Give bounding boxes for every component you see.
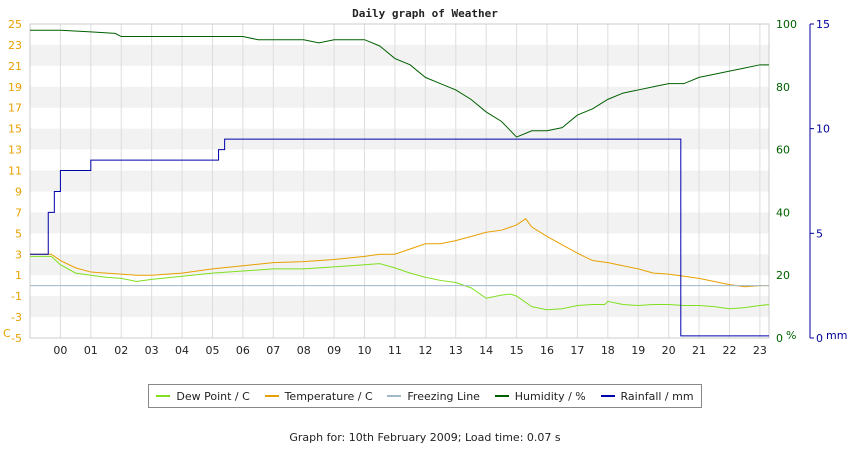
- x-tick-label: 20: [662, 344, 676, 357]
- series-line: [30, 255, 770, 311]
- rainfall-tick-label: 10: [816, 123, 830, 136]
- legend-swatch: [600, 395, 615, 397]
- x-tick-label: 02: [114, 344, 128, 357]
- humidity-tick-label: 100: [776, 18, 797, 31]
- rainfall-tick-label: 15: [816, 18, 830, 31]
- x-tick-label: 09: [327, 344, 341, 357]
- left-tick-label: 15: [8, 123, 22, 136]
- x-tick-label: 03: [145, 344, 159, 357]
- humidity-tick-label: 60: [776, 144, 790, 157]
- x-tick-label: 04: [175, 344, 189, 357]
- legend-label: Rainfall / mm: [620, 389, 694, 403]
- x-tick-label: 06: [236, 344, 250, 357]
- legend-swatch: [156, 395, 171, 397]
- x-tick-label: 14: [479, 344, 493, 357]
- legend-label: Freezing Line: [407, 389, 480, 403]
- legend-item: Humidity / %: [494, 389, 586, 403]
- legend-swatch: [264, 395, 279, 397]
- legend-item: Dew Point / C: [156, 389, 250, 403]
- series-line: [30, 29, 769, 138]
- x-tick-label: 12: [418, 344, 432, 357]
- x-tick-label: 05: [205, 344, 219, 357]
- left-tick-label: 19: [8, 81, 22, 94]
- humidity-tick-label: 80: [776, 81, 790, 94]
- x-tick-label: 00: [53, 344, 67, 357]
- legend-item: Rainfall / mm: [600, 389, 694, 403]
- left-tick-label: 23: [8, 39, 22, 52]
- series-layer: [30, 29, 770, 337]
- left-tick-label: 3: [15, 248, 22, 261]
- grid-band: [30, 86, 769, 108]
- humidity-axis-unit: %: [786, 329, 796, 342]
- x-tick-label: 17: [570, 344, 584, 357]
- left-tick-label: 17: [8, 102, 22, 115]
- plot-bands: [30, 44, 769, 318]
- tick-labels: 00 01 02 03 04 05 06 07 08 09 10 11 12 13 14 15 16 17 18 19…: [8, 18, 830, 357]
- grid-band: [30, 254, 769, 276]
- left-tick-label: 5: [15, 227, 22, 240]
- x-tick-label: 18: [601, 344, 615, 357]
- x-tick-label: 23: [753, 344, 767, 357]
- grid-band: [30, 170, 769, 192]
- chart-title: Daily graph of Weather: [352, 7, 498, 20]
- legend-item: Temperature / C: [264, 389, 373, 403]
- x-tick-label: 11: [388, 344, 402, 357]
- left-axis-unit: C: [3, 327, 11, 340]
- left-tick-label: -1: [11, 290, 22, 303]
- rainfall-axis-unit: mm: [826, 329, 847, 342]
- legend-label: Temperature / C: [284, 389, 373, 403]
- x-tick-label: 13: [449, 344, 463, 357]
- humidity-tick-label: 20: [776, 269, 790, 282]
- grid-band: [30, 44, 769, 66]
- x-tick-label: 22: [722, 344, 736, 357]
- x-tick-label: 19: [631, 344, 645, 357]
- series-line: [30, 217, 769, 288]
- legend-label: Humidity / %: [514, 389, 586, 403]
- rainfall-tick-label: 0: [816, 332, 823, 345]
- humidity-tick-label: 40: [776, 206, 790, 219]
- grid-band: [30, 296, 769, 318]
- grid-band: [30, 212, 769, 234]
- x-tick-label: 15: [510, 344, 524, 357]
- left-tick-label: 1: [15, 269, 22, 282]
- left-tick-label: -3: [11, 311, 22, 324]
- x-tick-label: 08: [297, 344, 311, 357]
- legend-swatch: [387, 395, 402, 397]
- left-tick-label: -5: [11, 332, 22, 345]
- plot-area: [29, 23, 770, 339]
- legend-swatch: [494, 395, 509, 397]
- legend-label: Dew Point / C: [176, 389, 250, 403]
- x-tick-label: 21: [692, 344, 706, 357]
- legend-item: Freezing Line: [387, 390, 480, 403]
- x-tick-label: 10: [358, 344, 372, 357]
- x-tick-label: 16: [540, 344, 554, 357]
- x-tick-label: 07: [266, 344, 280, 357]
- left-tick-label: 9: [15, 185, 22, 198]
- series-line: [30, 138, 769, 337]
- humidity-tick-label: 0: [776, 332, 783, 345]
- rainfall-tick-label: 5: [816, 227, 823, 240]
- legend: Dew Point / C Temperature / C Freezing Lin…: [148, 384, 702, 408]
- x-tick-label: 01: [84, 344, 98, 357]
- left-tick-label: 13: [8, 144, 22, 157]
- left-tick-label: 11: [8, 165, 22, 178]
- left-tick-label: 21: [8, 60, 22, 73]
- left-tick-label: 7: [15, 206, 22, 219]
- left-tick-label: 25: [8, 18, 22, 31]
- footer-text: Graph for: 10th February 2009; Load time…: [289, 431, 561, 444]
